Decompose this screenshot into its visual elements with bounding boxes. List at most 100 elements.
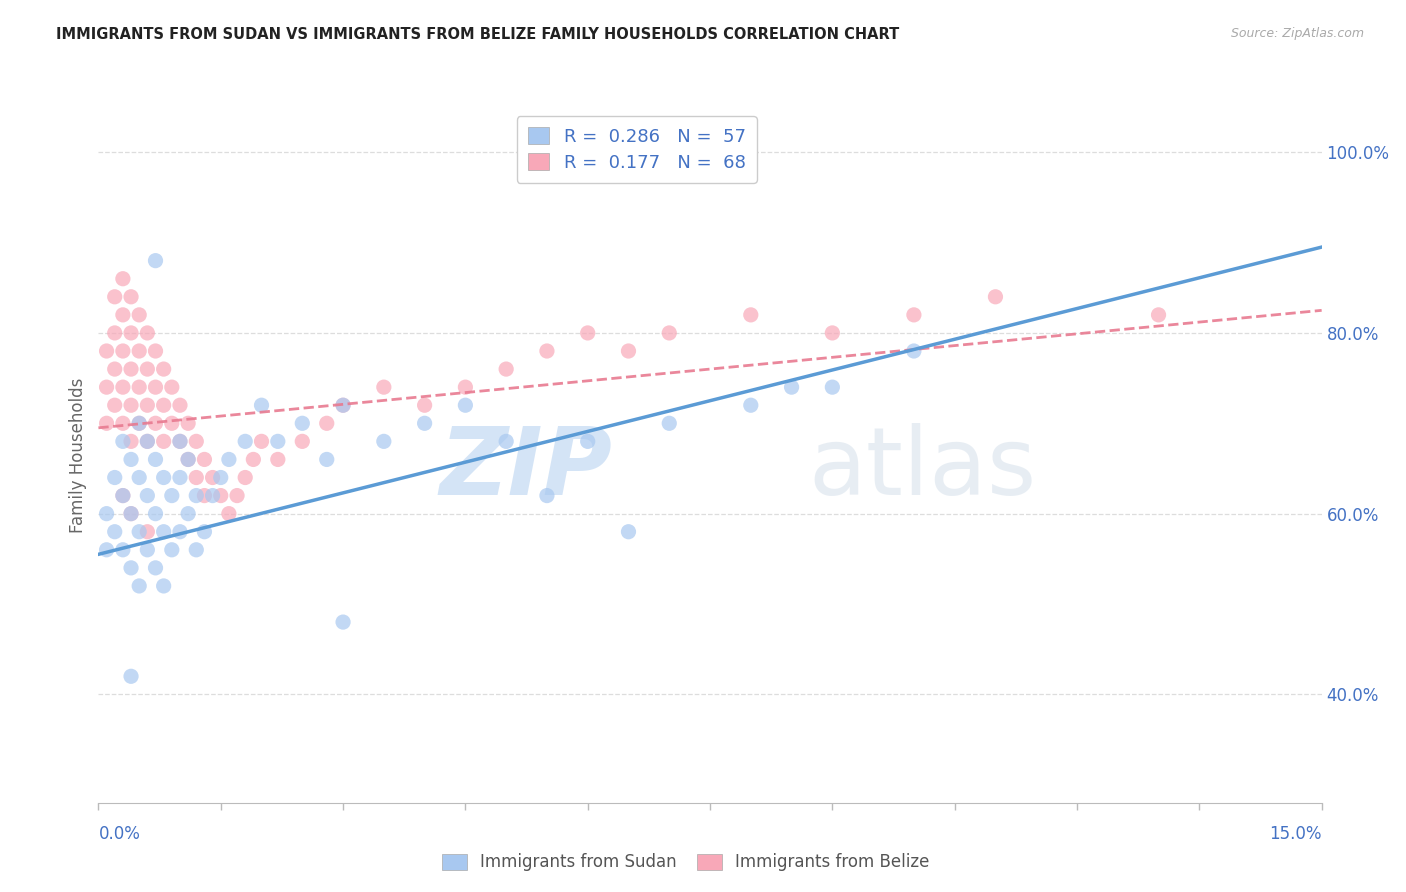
- Point: [658, 326, 681, 340]
- Point: [120, 434, 142, 449]
- Point: [617, 524, 640, 539]
- Point: [250, 434, 273, 449]
- Text: atlas: atlas: [808, 423, 1036, 515]
- Point: [128, 417, 150, 431]
- Point: [136, 524, 159, 539]
- Point: [169, 470, 191, 484]
- Point: [136, 434, 159, 449]
- Point: [536, 344, 558, 359]
- Point: [96, 417, 118, 431]
- Point: [233, 470, 256, 484]
- Point: [128, 579, 150, 593]
- Point: [104, 290, 127, 304]
- Point: [250, 398, 273, 412]
- Point: [821, 326, 844, 340]
- Point: [160, 417, 183, 431]
- Y-axis label: Family Households: Family Households: [69, 377, 87, 533]
- Point: [169, 524, 191, 539]
- Point: [576, 326, 599, 340]
- Point: [111, 489, 134, 503]
- Point: [111, 489, 134, 503]
- Point: [104, 326, 127, 340]
- Point: [267, 452, 290, 467]
- Point: [576, 434, 599, 449]
- Point: [454, 398, 477, 412]
- Point: [209, 470, 232, 484]
- Point: [226, 489, 249, 503]
- Point: [315, 452, 337, 467]
- Point: [152, 470, 174, 484]
- Point: [218, 452, 240, 467]
- Point: [111, 308, 134, 322]
- Point: [186, 489, 208, 503]
- Point: [104, 398, 127, 412]
- Point: [152, 398, 174, 412]
- Point: [111, 417, 134, 431]
- Point: [120, 326, 142, 340]
- Point: [242, 452, 264, 467]
- Point: [454, 380, 477, 394]
- Point: [209, 489, 232, 503]
- Point: [152, 434, 174, 449]
- Point: [111, 344, 134, 359]
- Point: [495, 362, 517, 376]
- Point: [160, 542, 183, 557]
- Text: Source: ZipAtlas.com: Source: ZipAtlas.com: [1230, 27, 1364, 40]
- Point: [128, 470, 150, 484]
- Point: [413, 398, 436, 412]
- Point: [120, 362, 142, 376]
- Point: [177, 452, 200, 467]
- Point: [128, 417, 150, 431]
- Text: IMMIGRANTS FROM SUDAN VS IMMIGRANTS FROM BELIZE FAMILY HOUSEHOLDS CORRELATION CH: IMMIGRANTS FROM SUDAN VS IMMIGRANTS FROM…: [56, 27, 900, 42]
- Point: [169, 434, 191, 449]
- Text: ZIP: ZIP: [439, 423, 612, 515]
- Point: [145, 417, 167, 431]
- Point: [145, 380, 167, 394]
- Point: [218, 507, 240, 521]
- Point: [291, 417, 314, 431]
- Point: [111, 542, 134, 557]
- Point: [145, 507, 167, 521]
- Point: [136, 434, 159, 449]
- Point: [128, 344, 150, 359]
- Point: [332, 398, 354, 412]
- Point: [96, 344, 118, 359]
- Point: [152, 579, 174, 593]
- Point: [136, 542, 159, 557]
- Point: [201, 470, 224, 484]
- Point: [617, 344, 640, 359]
- Text: 15.0%: 15.0%: [1270, 825, 1322, 843]
- Point: [373, 380, 395, 394]
- Point: [120, 507, 142, 521]
- Point: [128, 524, 150, 539]
- Point: [332, 615, 354, 629]
- Point: [128, 308, 150, 322]
- Point: [903, 308, 925, 322]
- Point: [169, 398, 191, 412]
- Point: [186, 470, 208, 484]
- Point: [169, 434, 191, 449]
- Point: [315, 417, 337, 431]
- Point: [1147, 308, 1170, 322]
- Point: [160, 380, 183, 394]
- Point: [152, 524, 174, 539]
- Point: [233, 434, 256, 449]
- Point: [120, 398, 142, 412]
- Point: [291, 434, 314, 449]
- Point: [193, 524, 215, 539]
- Point: [177, 417, 200, 431]
- Point: [136, 398, 159, 412]
- Point: [332, 398, 354, 412]
- Point: [104, 524, 127, 539]
- Point: [780, 380, 803, 394]
- Point: [120, 561, 142, 575]
- Point: [136, 326, 159, 340]
- Point: [495, 434, 517, 449]
- Point: [136, 362, 159, 376]
- Point: [145, 344, 167, 359]
- Point: [111, 380, 134, 394]
- Point: [128, 380, 150, 394]
- Legend: Immigrants from Sudan, Immigrants from Belize: Immigrants from Sudan, Immigrants from B…: [434, 847, 936, 878]
- Point: [145, 253, 167, 268]
- Point: [267, 434, 290, 449]
